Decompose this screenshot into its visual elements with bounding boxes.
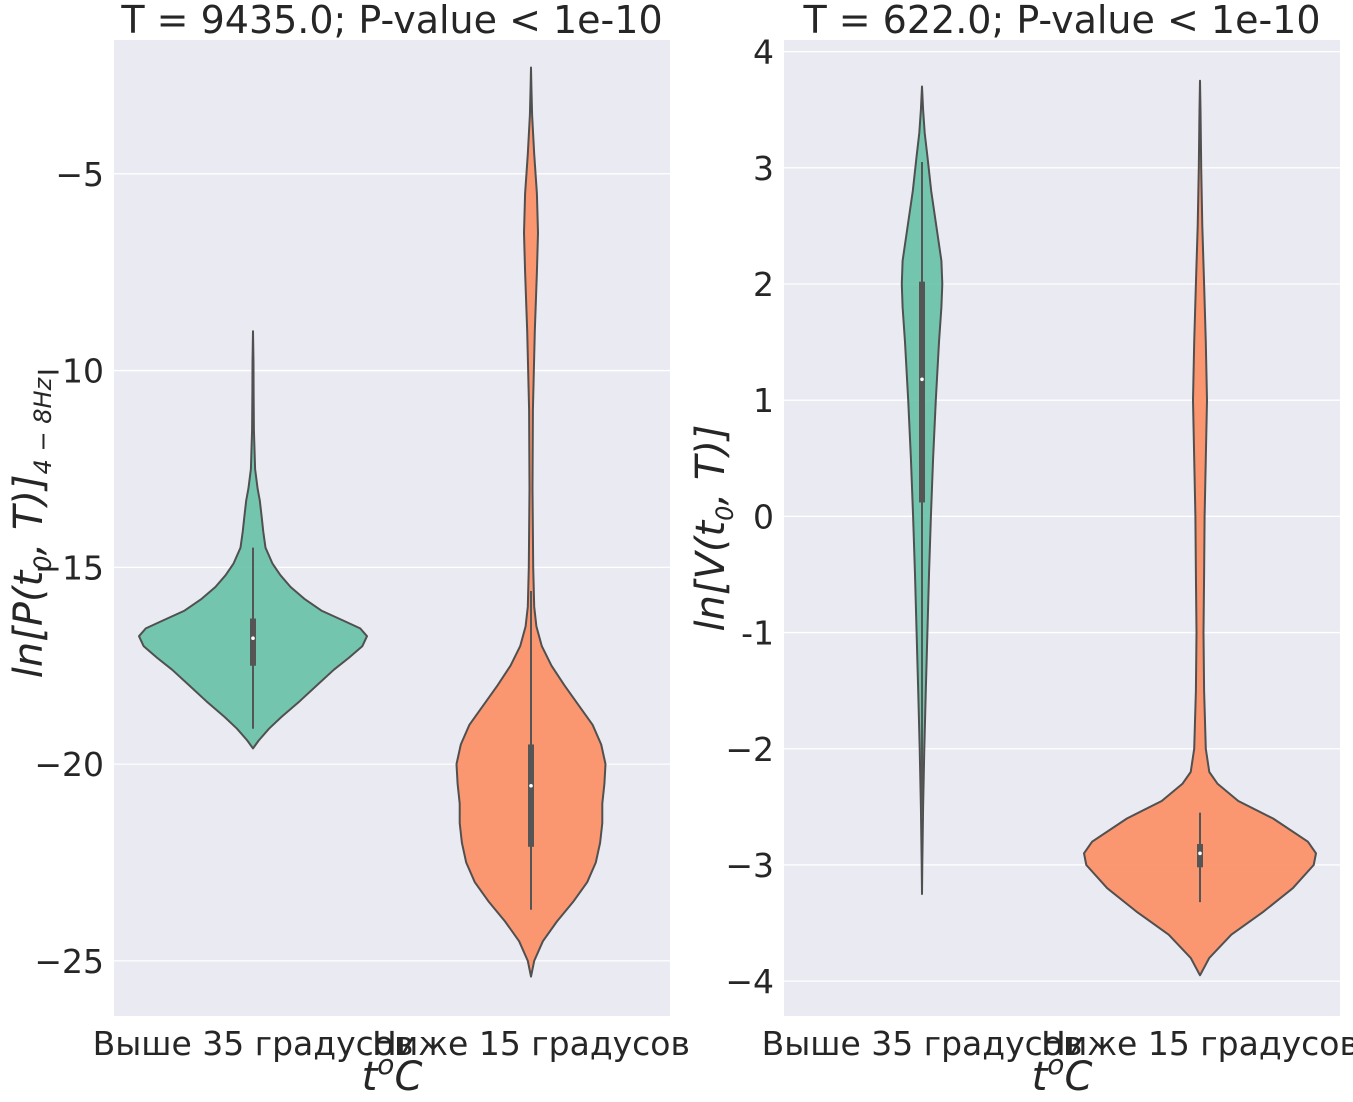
violin-median-dot (251, 636, 255, 640)
violin-median-dot (529, 783, 533, 788)
violin-median-dot (920, 377, 924, 382)
y-tick-label: −5 (55, 155, 104, 194)
right-violin-chart: 4 3 2 1 0 -1 −2 −3 −4 Выше 35 градусов Ниже 15 г… (688, 0, 1353, 1100)
y-tick-label: −2 (725, 730, 774, 769)
violin-iqr-box (250, 618, 256, 666)
x-tick-label: Ниже 15 градусов (1041, 1024, 1353, 1063)
x-tick-label: Выше 35 градусов (93, 1024, 414, 1063)
violin-iqr-box (1197, 844, 1203, 868)
violin-iqr-box (528, 744, 534, 847)
y-tick-label: −4 (725, 962, 774, 1001)
y-axis-label-right: ln[V(t0, T)] (688, 424, 739, 631)
violin-median-dot (1198, 851, 1202, 856)
y-tick-label: −20 (34, 745, 104, 784)
violin-body (138, 330, 368, 750)
y-tick-label: 1 (753, 381, 774, 420)
left-violin-chart: −5 −10 −15 −20 −25 Выше 35 градусов Ниже 15 … (6, 0, 690, 1100)
x-axis-label-right: toC (1032, 1048, 1093, 1100)
y-tick-label: -1 (741, 614, 774, 653)
y-tick-label: −3 (725, 846, 774, 885)
y-tick-label: −10 (34, 352, 104, 391)
x-tick-labels-left: Выше 35 градусов Ниже 15 градусов (93, 1024, 690, 1063)
y-tick-label: 4 (753, 33, 774, 72)
x-axis-label-left: toC (362, 1048, 423, 1100)
y-tick-label: −15 (34, 548, 104, 587)
x-tick-labels-right: Выше 35 градусов Ниже 15 градусов (762, 1024, 1353, 1063)
chart-title-left: T = 9435.0; P-value < 1e-10 (120, 0, 662, 42)
chart-title-right: T = 622.0; P-value < 1e-10 (802, 0, 1320, 42)
y-tick-labels-left: −5 −10 −15 −20 −25 (34, 155, 104, 981)
violin-iqr-box (919, 281, 925, 503)
x-tick-label: Ниже 15 градусов (372, 1024, 690, 1063)
violin-body (1083, 79, 1317, 977)
y-tick-label: −25 (34, 942, 104, 981)
y-tick-label: 0 (753, 497, 774, 536)
violins-right (900, 79, 1317, 977)
y-tick-labels-right: 4 3 2 1 0 -1 −2 −3 −4 (725, 33, 774, 1002)
x-tick-label: Выше 35 градусов (762, 1024, 1083, 1063)
violins-left (138, 66, 607, 978)
y-tick-label: 3 (753, 149, 774, 188)
y-tick-label: 2 (753, 265, 774, 304)
violin-body (455, 66, 607, 978)
grid-right (784, 50, 1340, 982)
y-axis-label-left: ln[P(t0, T)]4 − 8Hz (6, 376, 57, 678)
grid-left (114, 173, 670, 962)
